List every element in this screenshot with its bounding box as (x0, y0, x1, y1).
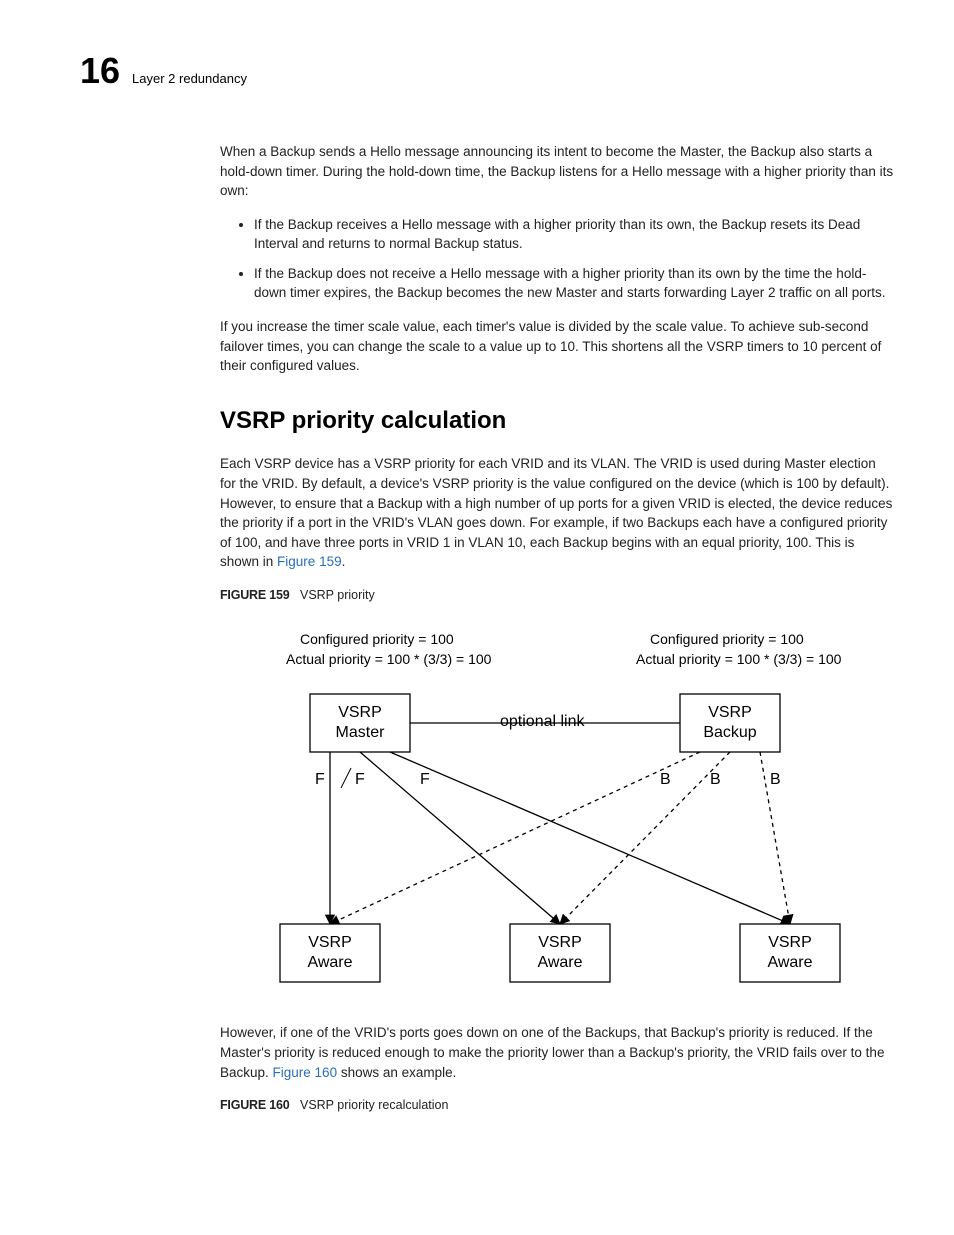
svg-text:Backup: Backup (703, 724, 756, 741)
svg-text:Aware: Aware (767, 954, 812, 971)
svg-text:Configured priority = 100: Configured priority = 100 (650, 631, 804, 647)
svg-text:Master: Master (336, 724, 386, 741)
figure-link-160[interactable]: Figure 160 (273, 1065, 338, 1080)
figure-link-159[interactable]: Figure 159 (277, 554, 342, 569)
svg-text:VSRP: VSRP (308, 934, 352, 951)
svg-text:B: B (710, 771, 721, 788)
chapter-title: Layer 2 redundancy (132, 71, 247, 86)
after-figure-paragraph: However, if one of the VRID's ports goes… (220, 1023, 894, 1082)
page-header: 16 Layer 2 redundancy (80, 50, 894, 92)
svg-text:optional link: optional link (500, 713, 586, 730)
svg-text:Actual priority = 100 * (3/3): Actual priority = 100 * (3/3) = 100 (286, 651, 492, 667)
svg-text:F: F (420, 771, 430, 788)
figure-caption-160: FIGURE 160 VSRP priority recalculation (220, 1096, 894, 1114)
svg-text:Configured priority = 100: Configured priority = 100 (300, 631, 454, 647)
svg-text:VSRP: VSRP (768, 934, 812, 951)
section-text-after: . (342, 554, 346, 569)
list-item: If the Backup receives a Hello message w… (254, 215, 894, 254)
svg-text:Actual priority = 100 * (3/3): Actual priority = 100 * (3/3) = 100 (636, 651, 842, 667)
svg-text:F: F (355, 771, 365, 788)
section-paragraph: Each VSRP device has a VSRP priority for… (220, 454, 894, 571)
svg-text:Aware: Aware (537, 954, 582, 971)
bullet-list: If the Backup receives a Hello message w… (220, 215, 894, 303)
figure-caption-text: VSRP priority (300, 588, 375, 602)
section-text-before: Each VSRP device has a VSRP priority for… (220, 456, 892, 569)
page-content: When a Backup sends a Hello message anno… (220, 142, 894, 1114)
svg-text:B: B (770, 771, 781, 788)
figure-caption-text: VSRP priority recalculation (300, 1098, 448, 1112)
section-heading: VSRP priority calculation (220, 404, 894, 439)
figure-caption-159: FIGURE 159 VSRP priority (220, 586, 894, 604)
svg-text:VSRP: VSRP (538, 934, 582, 951)
svg-text:VSRP: VSRP (708, 704, 752, 721)
figure-label: FIGURE 160 (220, 1098, 290, 1112)
figure-label: FIGURE 159 (220, 588, 290, 602)
vsrp-priority-diagram: VSRP Master VSRP Backup VSRP Aware VSRP Aware VS… (250, 624, 894, 1000)
svg-text:Aware: Aware (307, 954, 352, 971)
after-fig-text-after: shows an example. (337, 1065, 456, 1080)
chapter-number: 16 (80, 50, 120, 92)
svg-text:F: F (315, 771, 325, 788)
post-bullets-paragraph: If you increase the timer scale value, e… (220, 317, 894, 376)
intro-paragraph: When a Backup sends a Hello message anno… (220, 142, 894, 201)
list-item: If the Backup does not receive a Hello m… (254, 264, 894, 303)
svg-text:B: B (660, 771, 671, 788)
svg-text:VSRP: VSRP (338, 704, 382, 721)
